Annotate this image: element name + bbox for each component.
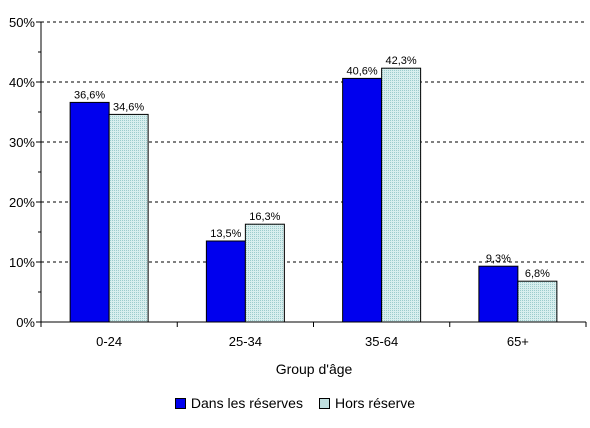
bar-series-1-25-34 [205, 240, 246, 323]
x-tick-label: 35-64 [365, 334, 398, 349]
y-tick-label: 20% [9, 195, 35, 210]
legend-item-series-2: Hors réserve [318, 395, 416, 411]
y-tick-label: 50% [9, 15, 35, 30]
data-label: 6,8% [525, 268, 550, 280]
y-tick-label: 30% [9, 135, 35, 150]
bar-series-2-25-34 [244, 223, 285, 323]
legend-label-series-1: Dans les réserves [190, 395, 303, 411]
data-label: 16,3% [249, 211, 280, 223]
data-label: 34,6% [113, 101, 144, 113]
bar-series-1-0-24 [69, 101, 110, 323]
bar-chart: 0% 10% 20% 30% 40% 50% 36,6% 34,6% 0-24 13,5% 16,3… [9, 15, 587, 377]
data-label: 36,6% [74, 89, 105, 101]
bar-series-2-0-24 [108, 113, 149, 323]
legend-swatch-series-1 [174, 397, 186, 409]
data-label: 40,6% [347, 65, 378, 77]
bar-series-2-35-64 [381, 67, 422, 323]
bar-series-1-35-64 [342, 77, 383, 323]
y-tick-label: 10% [9, 255, 35, 270]
data-label: 9,3% [486, 253, 511, 265]
legend-swatch-series-2 [318, 397, 330, 409]
labels: 0% 10% 20% 30% 40% 50% 36,6% 34,6% 0-24 13,5% 16,3… [9, 15, 550, 349]
legend: Dans les réserves Hors réserve [0, 395, 590, 411]
bar-series-1-65+ [478, 265, 519, 323]
data-label: 13,5% [210, 228, 241, 240]
bar-series-2-65+ [517, 280, 558, 323]
x-tick-label: 65+ [507, 334, 529, 349]
legend-label-series-2: Hors réserve [334, 395, 416, 411]
y-tick-label: 0% [16, 315, 35, 330]
bars [69, 67, 558, 323]
y-tick-label: 40% [9, 75, 35, 90]
x-tick-label: 0-24 [96, 334, 122, 349]
x-tick-label: 25-34 [229, 334, 262, 349]
data-label: 42,3% [386, 55, 417, 67]
axes [36, 21, 587, 327]
x-axis-title: Group d'âge [276, 361, 353, 377]
legend-item-series-1: Dans les réserves [174, 395, 303, 411]
